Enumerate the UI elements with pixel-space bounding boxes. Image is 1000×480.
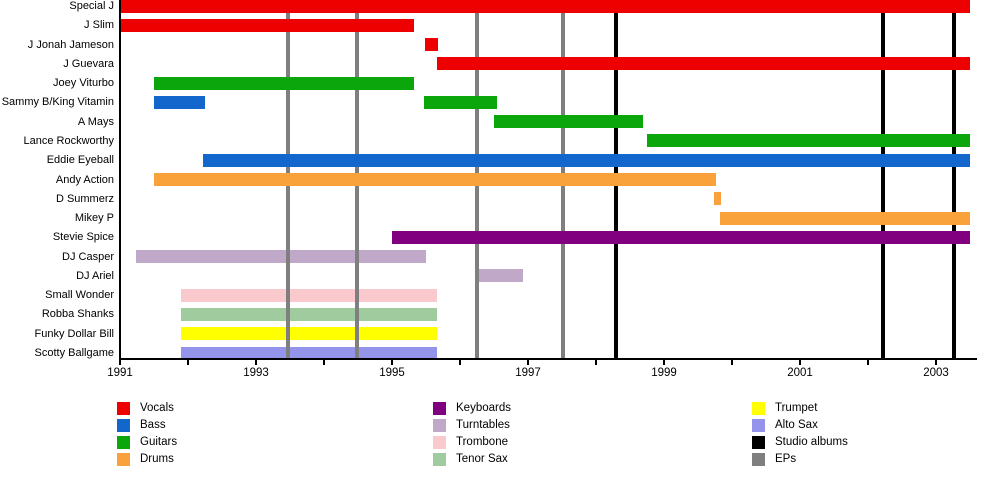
member-label: Sammy B/King Vitamin <box>1 96 114 109</box>
studio-album-line <box>951 0 956 358</box>
member-label: D Summerz <box>55 192 114 205</box>
member-label: Mikey P <box>74 212 114 225</box>
legend-label-trombone: Trombone <box>456 436 508 448</box>
member-bar-alto_sax <box>181 346 437 360</box>
legend-swatch-trombone <box>433 436 446 449</box>
member-bar-trombone <box>181 288 437 302</box>
x-axis-tick-label: 1999 <box>651 367 677 379</box>
legend-swatch-trumpet <box>752 402 765 415</box>
member-bar-drums <box>713 192 722 206</box>
member-label: Robba Shanks <box>41 308 114 321</box>
x-axis-tick-label: 1993 <box>243 367 269 379</box>
legend-swatch-guitars <box>117 436 130 449</box>
member-bar-trumpet <box>181 327 437 341</box>
member-bar-drums <box>154 173 716 187</box>
member-label: Andy Action <box>55 173 114 186</box>
x-axis-tick <box>663 360 665 365</box>
legend-label-eps: EPs <box>775 453 797 465</box>
member-label: DJ Casper <box>62 250 114 263</box>
x-axis-tick <box>867 360 869 365</box>
member-bar-guitars <box>647 134 970 148</box>
legend-swatch-keyboards <box>433 402 446 415</box>
legend-label-bass: Bass <box>140 419 166 431</box>
legend-swatch-eps <box>752 453 765 466</box>
x-axis-tick <box>255 360 257 365</box>
legend-swatch-alto_sax <box>752 419 765 432</box>
x-axis-tick-label: 2003 <box>923 367 949 379</box>
x-axis-tick <box>187 360 189 365</box>
member-label: A Mays <box>77 115 114 128</box>
legend-label-turntables: Turntables <box>456 419 510 431</box>
member-bar-drums <box>719 211 970 225</box>
legend-label-vocals: Vocals <box>140 402 174 414</box>
member-label: Small Wonder <box>45 289 114 302</box>
member-label: DJ Ariel <box>76 269 114 282</box>
legend-swatch-turntables <box>433 419 446 432</box>
x-axis-tick <box>799 360 801 365</box>
member-bar-vocals <box>120 18 414 32</box>
legend-label-alto_sax: Alto Sax <box>775 419 818 431</box>
x-axis-tick-label: 1991 <box>107 367 133 379</box>
member-label: Eddie Eyeball <box>46 154 114 167</box>
member-label: Funky Dollar Bill <box>34 327 114 340</box>
member-bar-turntables <box>477 269 523 283</box>
legend-swatch-studio_albums <box>752 436 765 449</box>
x-axis-tick <box>731 360 733 365</box>
legend-label-studio_albums: Studio albums <box>775 436 848 448</box>
legend-swatch-bass <box>117 419 130 432</box>
member-label: Lance Rockworthy <box>23 134 115 147</box>
member-bar-guitars <box>423 95 497 109</box>
x-axis-line <box>120 358 977 360</box>
x-axis-tick <box>935 360 937 365</box>
member-bar-vocals <box>425 38 439 52</box>
member-bar-guitars <box>154 76 414 90</box>
legend-label-drums: Drums <box>140 453 174 465</box>
legend-label-keyboards: Keyboards <box>456 402 511 414</box>
member-bar-bass <box>202 153 970 167</box>
x-axis-tick <box>391 360 393 365</box>
legend-swatch-vocals <box>117 402 130 415</box>
x-axis-tick <box>459 360 461 365</box>
x-axis-tick <box>323 360 325 365</box>
member-label: Joey Viturbo <box>53 77 114 90</box>
x-axis-tick-label: 1997 <box>515 367 541 379</box>
member-bar-vocals <box>120 0 970 13</box>
member-label: Stevie Spice <box>52 231 114 244</box>
member-bar-keyboards <box>392 230 970 244</box>
x-axis-tick-label: 1995 <box>379 367 405 379</box>
x-axis-tick <box>119 360 121 365</box>
legend-swatch-tenor_sax <box>433 453 446 466</box>
legend-label-trumpet: Trumpet <box>775 402 818 414</box>
member-bar-bass <box>154 95 205 109</box>
member-label: J Jonah Jameson <box>27 38 114 51</box>
member-bar-guitars <box>494 115 643 129</box>
legend-swatch-drums <box>117 453 130 466</box>
legend-label-guitars: Guitars <box>140 436 178 448</box>
x-axis-tick <box>527 360 529 365</box>
x-axis-tick <box>595 360 597 365</box>
y-axis-line <box>119 0 121 360</box>
member-label: J Slim <box>84 19 114 32</box>
member-label: Scotty Ballgame <box>34 347 114 360</box>
x-axis-tick-label: 2001 <box>787 367 813 379</box>
member-bar-turntables <box>136 250 426 264</box>
member-label: J Guevara <box>63 57 114 70</box>
member-bar-tenor_sax <box>181 307 437 321</box>
member-label: Special J <box>69 0 114 12</box>
studio-album-line <box>880 0 885 358</box>
member-bar-vocals <box>436 57 970 71</box>
legend-label-tenor_sax: Tenor Sax <box>456 453 508 465</box>
